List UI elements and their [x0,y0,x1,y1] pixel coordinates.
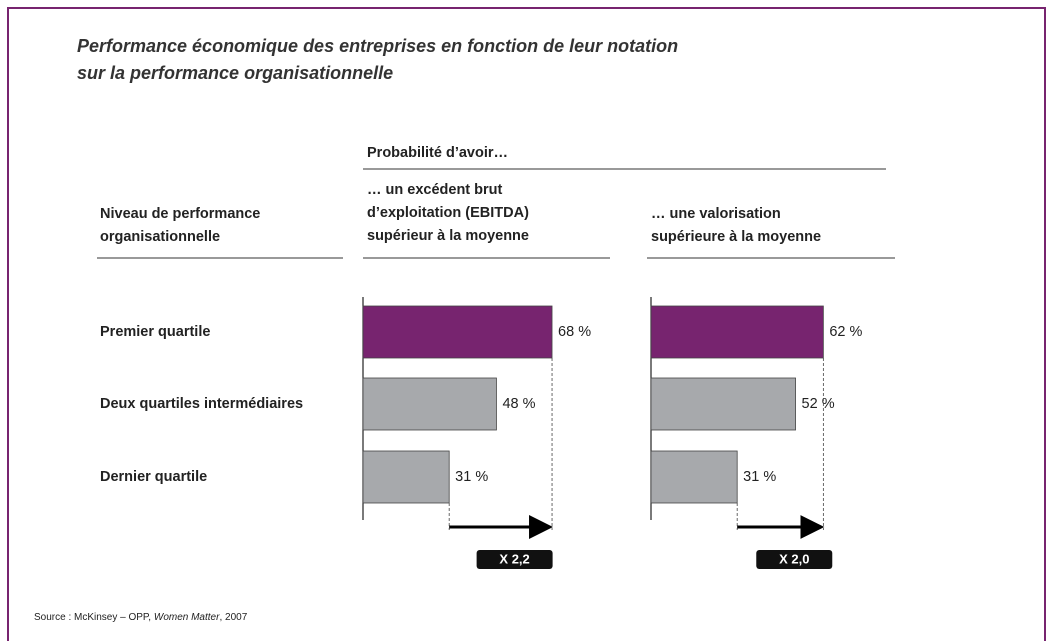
source: Source : McKinsey – OPP, Women Matter, 2… [34,612,248,623]
source-text: Women Matter [154,612,220,623]
source-text: , 2007 [219,612,247,623]
annotation-box [756,550,833,569]
bar [650,305,824,359]
annotation-box [476,550,553,569]
frame [7,7,1046,641]
chart-title: supérieur à la moyenne [367,228,529,244]
value-label: 68 % [558,324,591,340]
row-header: Niveau de performance [100,206,260,222]
bar [362,305,553,359]
category-label: Dernier quartile [100,469,207,485]
group-label: Probabilité d’avoir… [367,145,508,161]
row-header: organisationnelle [100,229,220,245]
value-label: 48 % [502,396,535,412]
value-label: 31 % [455,469,488,485]
annotation: X 2,2 [499,551,529,566]
value-label: 62 % [829,324,862,340]
chart-title: supérieure à la moyenne [651,229,821,245]
chart-title: d’exploitation (EBITDA) [367,205,529,221]
bar [362,377,497,431]
value-label: 31 % [743,469,776,485]
value-label: 52 % [802,396,835,412]
bar [650,450,738,504]
bar [650,377,796,431]
category-label: Premier quartile [100,324,210,340]
category-label: Deux quartiles intermédiaires [100,396,303,412]
title: Performance économique des entreprises e… [77,36,678,56]
chart-title: … un excédent brut [367,182,503,198]
bar [362,450,450,504]
chart-title: … une valorisation [651,206,781,222]
title: sur la performance organisationnelle [77,63,393,83]
annotation: X 2,0 [779,551,809,566]
source-text: Source : McKinsey – OPP, [34,612,154,623]
